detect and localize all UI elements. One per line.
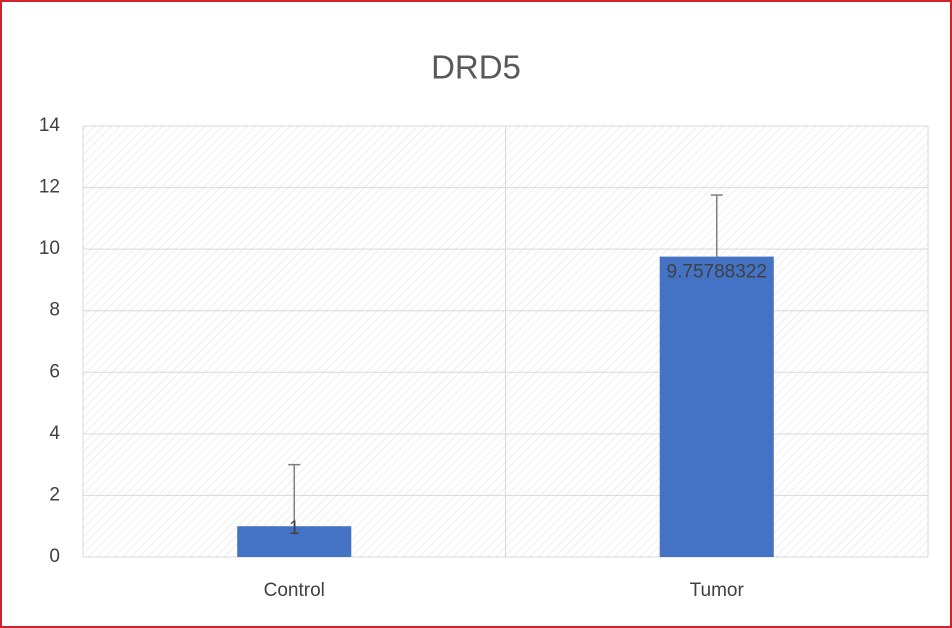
x-tick-label: Tumor [690,580,745,601]
y-tick-label: 4 [49,423,60,444]
bar [237,526,352,557]
y-tick-label: 0 [49,546,60,567]
y-tick-label: 8 [49,300,60,321]
y-tick-label: 2 [49,484,60,505]
data-label: 1 [289,518,300,539]
y-tick-label: 12 [39,177,60,198]
chart-title: DRD5 [431,49,521,86]
y-tick-label: 10 [39,238,60,259]
y-tick-label: 6 [49,361,60,382]
bar [659,256,774,557]
x-tick-label: Control [264,580,325,601]
data-label: 9.75788322 [667,262,767,283]
y-tick-label: 14 [39,115,61,136]
